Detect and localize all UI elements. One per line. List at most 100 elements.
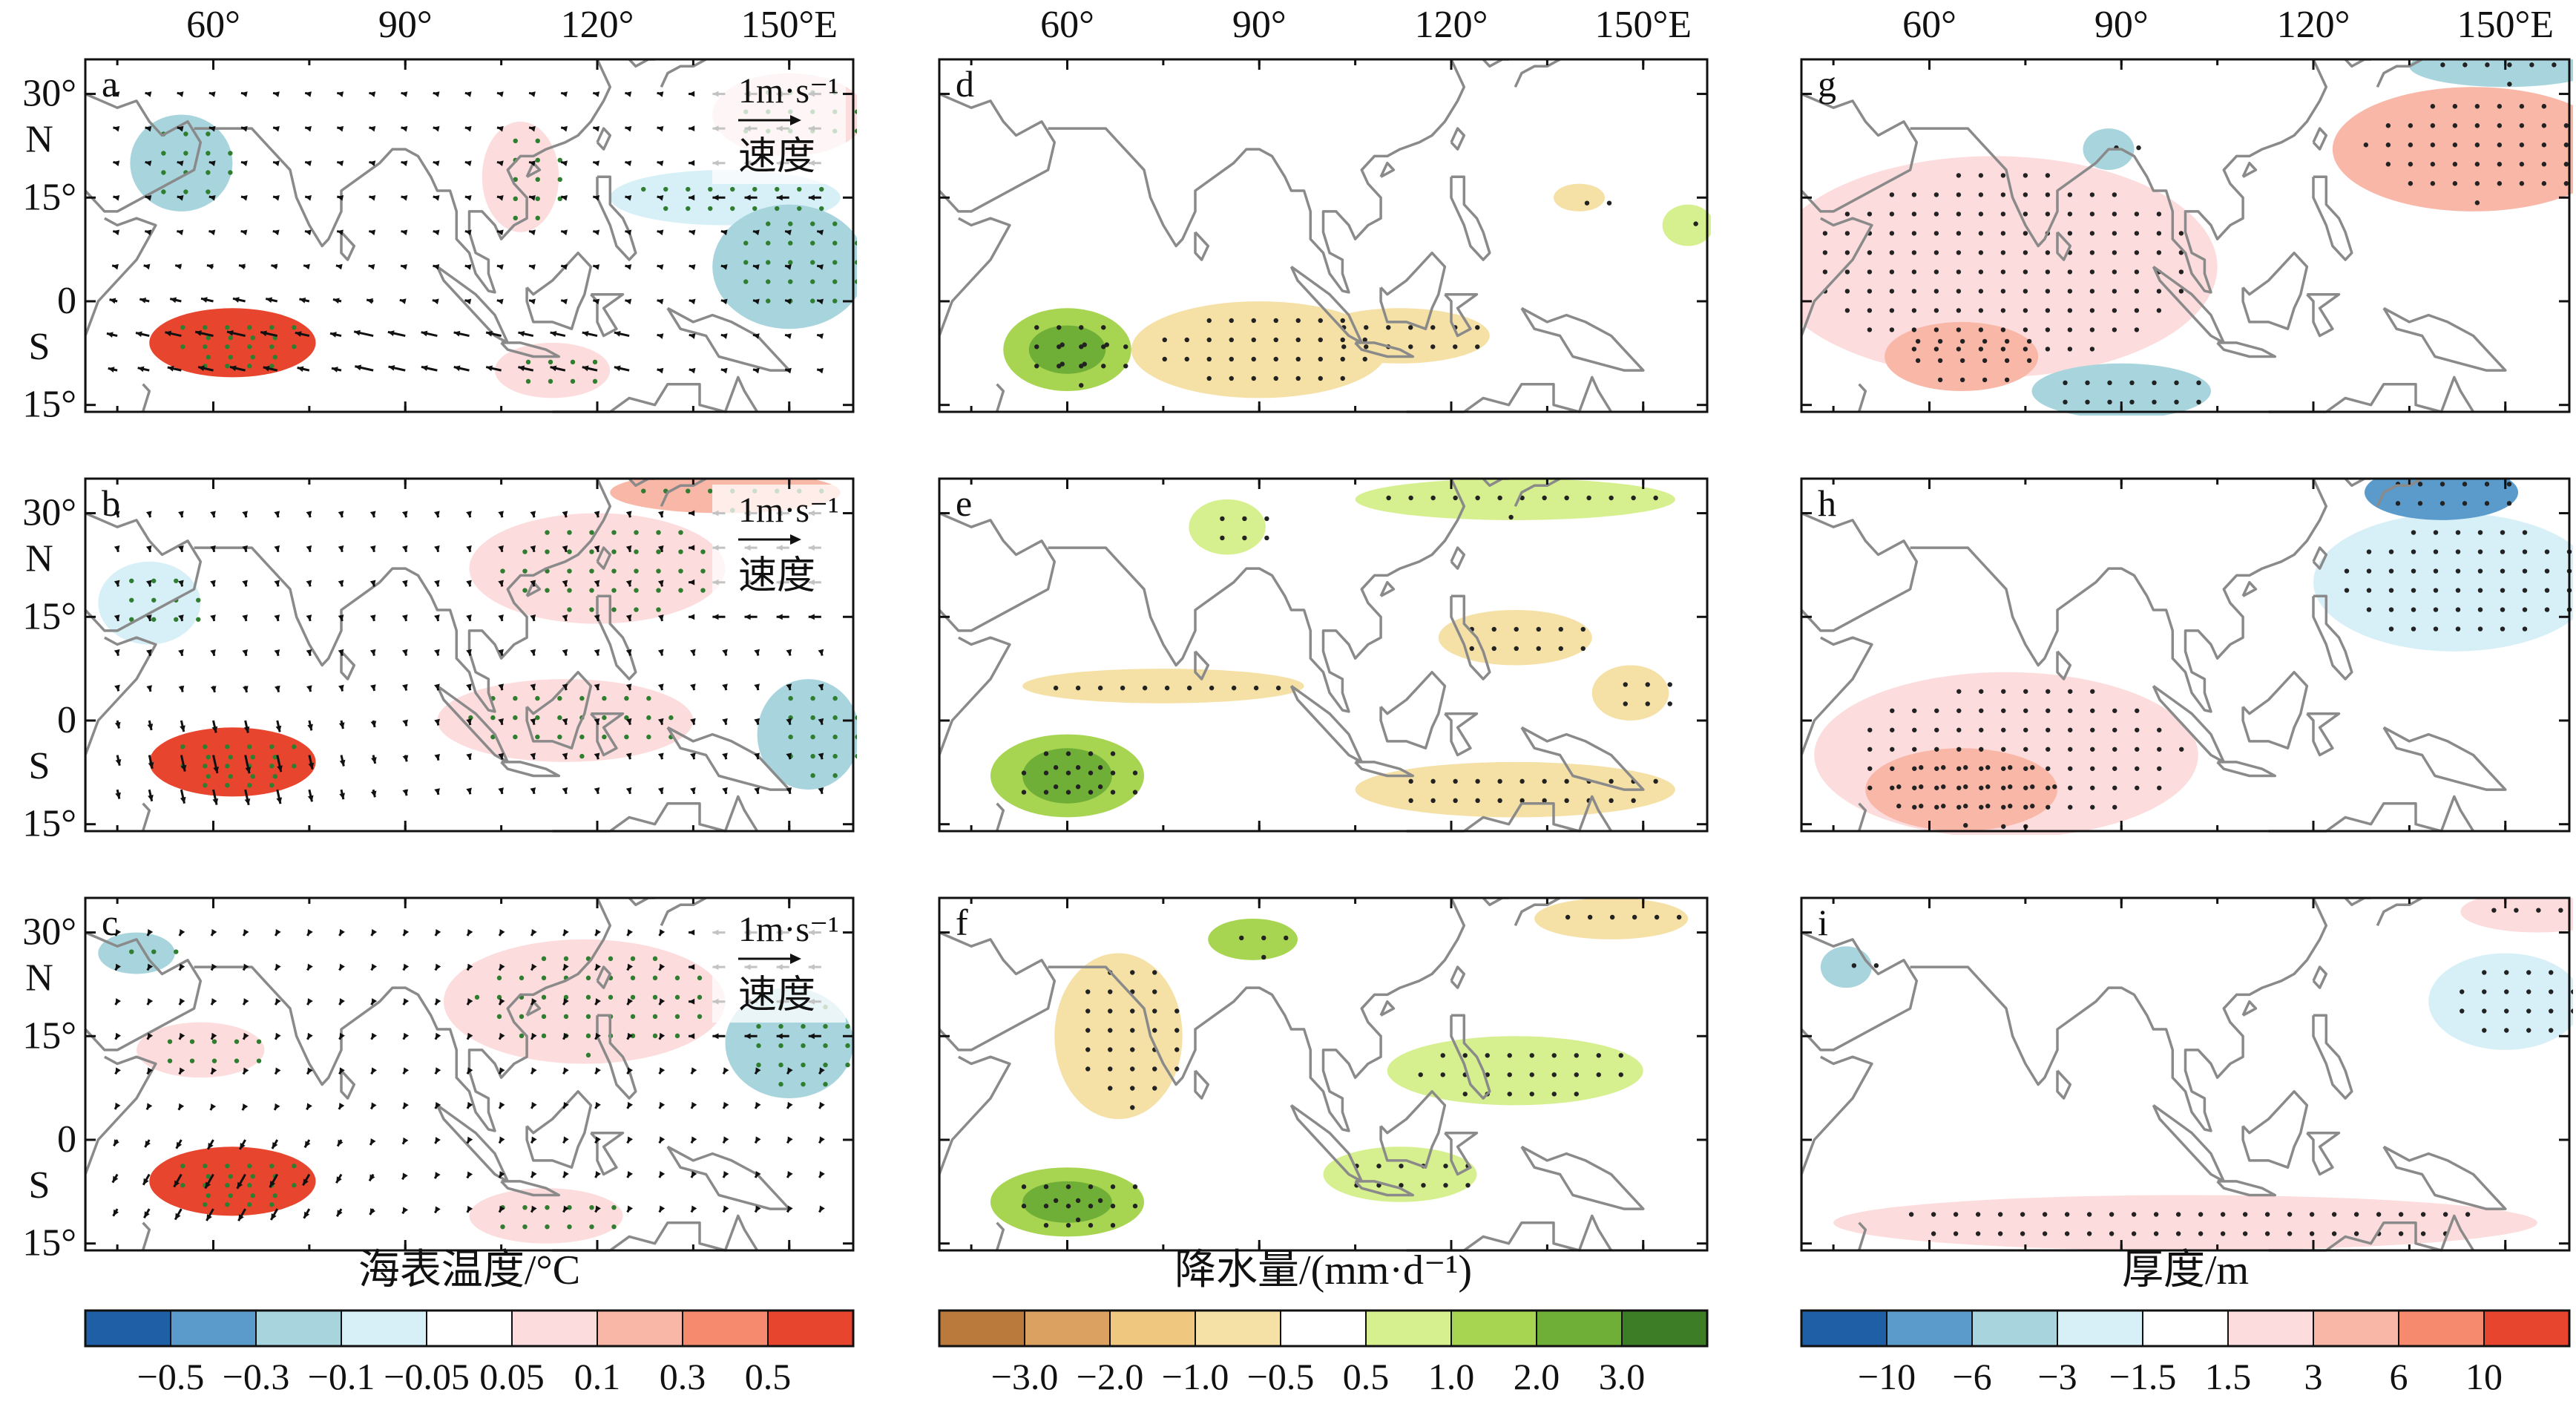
lat-label-3: 15° — [22, 384, 76, 426]
colorbar-swatch-precip-2 — [1110, 1310, 1195, 1346]
panel-i: i — [1800, 896, 2573, 1252]
colorbar-tick-thickness-2: −3 — [2037, 1356, 2077, 1397]
colorbar-tick-precip-3: −0.5 — [1247, 1356, 1315, 1397]
colorbar-tick-sst-3: −0.05 — [384, 1356, 470, 1397]
colorbar-tick-sst-6: 0.3 — [660, 1356, 706, 1397]
colorbar-swatch-thickness-3 — [2057, 1310, 2143, 1346]
hemisphere-label-2: S — [29, 745, 50, 787]
anomaly-patch-e-5 — [1591, 665, 1669, 721]
panel-e: e — [938, 477, 1709, 833]
colorbar-title-sst: 海表温度/°C — [358, 1247, 580, 1293]
colorbar-swatch-sst-8 — [768, 1310, 853, 1346]
panel-label-e: e — [956, 482, 972, 524]
lon-label-sst-0: 60° — [186, 4, 240, 46]
colorbar-tick-precip-0: −3.0 — [991, 1356, 1059, 1397]
colorbar-swatch-precip-6 — [1451, 1310, 1537, 1346]
panel-label-a: a — [102, 63, 118, 105]
lat-label-0: 30° — [22, 492, 76, 534]
reference-vector-name: 速度 — [738, 136, 815, 178]
reference-vector-name: 速度 — [738, 974, 815, 1017]
lat-label-2: 0 — [57, 699, 76, 741]
colorbar-title-thickness: 厚度/m — [2122, 1247, 2249, 1293]
lon-label-sst-2: 120° — [561, 4, 634, 46]
panel-frame-b — [84, 477, 855, 833]
lat-label-2: 0 — [57, 1118, 76, 1161]
anomaly-patch-d-3 — [1554, 183, 1605, 211]
panel-label-b: b — [102, 482, 120, 524]
colorbar-tick-sst-0: −0.5 — [137, 1356, 205, 1397]
colorbar-swatch-thickness-1 — [1887, 1310, 1972, 1346]
anomaly-patch-c-2 — [137, 1022, 265, 1078]
anomaly-patch-i-2 — [2460, 898, 2573, 933]
stipple-g — [1822, 62, 2569, 405]
colorbar-swatch-thickness-0 — [1801, 1310, 1887, 1346]
panel-frame-a — [84, 58, 855, 413]
colorbar-tick-thickness-4: 1.5 — [2205, 1356, 2252, 1397]
panel-frame-f — [938, 896, 1709, 1252]
anomaly-patch-f-1 — [1387, 1036, 1643, 1106]
hemisphere-label-2: S — [29, 1164, 50, 1207]
colorbar-swatch-precip-7 — [1537, 1310, 1622, 1346]
reference-vector-value: 1m·s⁻¹ — [738, 910, 839, 949]
panel-b: 1m·s⁻¹ 速度 b 30°N 15° 0S 15° — [22, 477, 857, 845]
stipple-h — [1867, 482, 2572, 829]
lon-label-precip-3: 150°E — [1594, 4, 1692, 46]
colorbar-title-precip: 降水量/(mm·d⁻¹) — [1174, 1247, 1472, 1293]
anomaly-patch-e-2 — [1438, 609, 1592, 666]
anomaly-patch-g-1 — [1885, 321, 2039, 392]
panel-c: 1m·s⁻¹ 速度 c 30°N 15° 0S 15° — [22, 896, 855, 1264]
lon-label-thickness-2: 120° — [2277, 4, 2350, 46]
lon-label-sst-1: 90° — [378, 4, 433, 46]
coastline-g — [1801, 59, 2507, 413]
longitude-labels: 60° 90° 120° 150°E 60° 90° 120° 150°E 60° 90° 120°… — [186, 4, 2554, 46]
anomaly-patch-g-3 — [2332, 87, 2573, 211]
panel-frame-g — [1800, 58, 2571, 413]
anomaly-patch-f-5 — [1208, 918, 1298, 960]
anomaly-patch-f-2 — [1323, 1147, 1477, 1202]
lat-label-0: 30° — [22, 911, 76, 954]
anomaly-patch-a-3 — [495, 342, 611, 398]
panel-d: d — [938, 58, 1711, 413]
panel-a: 1m·s⁻¹ 速度 a 30°N 15° 0S 15° — [22, 58, 857, 426]
lat-label-1: 15° — [22, 176, 76, 218]
anomaly-patch-h-1 — [2313, 513, 2573, 652]
colorbar-swatch-precip-4 — [1281, 1310, 1366, 1346]
anomaly-patch-a-7 — [149, 308, 316, 378]
reference-vector-value: 1m·s⁻¹ — [738, 491, 839, 530]
coastline-c — [85, 898, 791, 1252]
anomaly-patch-h-3 — [2365, 479, 2518, 520]
hemisphere-label-2: S — [29, 326, 50, 368]
anomaly-patch-b-3 — [757, 679, 857, 790]
anomaly-patch-i-0 — [1833, 1195, 2537, 1250]
coastline-d — [939, 59, 1645, 413]
colorbars: 海表温度/°C−0.5 −0.3 −0.1 −0.05 0.05 0.1 0.3 0.5降水量… — [84, 1247, 2571, 1397]
colorbar-tick-precip-2: −1.0 — [1162, 1356, 1229, 1397]
anomaly-patch-b-2 — [98, 561, 201, 645]
lat-label-2: 0 — [57, 280, 76, 322]
colorbar-swatch-precip-5 — [1366, 1310, 1451, 1346]
lat-label-1: 15° — [22, 595, 76, 637]
reference-vector-a: 1m·s⁻¹ 速度 — [712, 65, 846, 184]
panel-label-i: i — [1818, 902, 1828, 943]
colorbar-tick-sst-7: 0.5 — [745, 1356, 792, 1397]
anomaly-patch-d-2 — [1662, 204, 1711, 246]
lat-label-1: 15° — [22, 1014, 76, 1057]
lon-label-sst-3: 150°E — [740, 4, 838, 46]
colorbar-swatch-thickness-6 — [2313, 1310, 2399, 1346]
anomaly-patch-a-2 — [482, 121, 559, 232]
colorbar-swatch-sst-6 — [597, 1310, 683, 1346]
coastline-i — [1801, 898, 2507, 1252]
panel-label-d: d — [956, 63, 974, 105]
panel-frame-i — [1800, 896, 2571, 1252]
stipple-i — [1851, 908, 2573, 1236]
stipple-f — [1021, 914, 1682, 1228]
colorbar-tick-sst-4: 0.05 — [479, 1356, 545, 1397]
anomaly-patch-c-0 — [444, 939, 726, 1064]
colorbar-tick-precip-4: 0.5 — [1343, 1356, 1390, 1397]
panel-g: g — [1800, 58, 2573, 416]
anomaly-patch-d-5 — [1028, 325, 1106, 374]
coastline-e — [939, 479, 1645, 833]
panel-frame-h — [1800, 477, 2571, 833]
colorbar-tick-thickness-1: −6 — [1952, 1356, 1991, 1397]
